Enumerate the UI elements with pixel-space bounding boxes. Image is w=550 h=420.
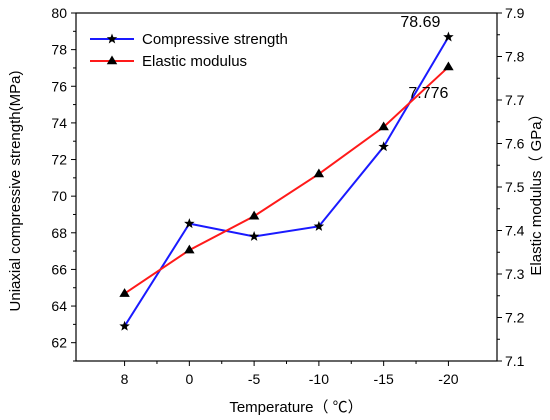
left-tick-label: 74 — [51, 115, 67, 131]
right-tick-label: 7.5 — [505, 179, 525, 195]
left-tick-label: 72 — [51, 152, 67, 168]
y-axis-right-title: Elastic modulus（ GPa） — [528, 106, 545, 275]
left-tick-label: 80 — [51, 5, 67, 21]
compressive-strength-point — [313, 220, 325, 231]
x-tick-label: 0 — [185, 371, 193, 387]
right-tick-label: 7.4 — [505, 223, 525, 239]
elastic-modulus-point — [248, 210, 260, 220]
compressive-strength-end-label: 78.69 — [400, 14, 440, 31]
left-tick-label: 70 — [51, 188, 67, 204]
x-tick-label: 8 — [121, 371, 129, 387]
left-tick-label: 62 — [51, 335, 67, 351]
compressive-strength-point — [378, 141, 389, 152]
compressive-strength-legend-label: Compressive strength — [142, 31, 288, 48]
x-tick-label: -10 — [309, 371, 329, 387]
right-tick-label: 7.1 — [505, 353, 525, 369]
y-axis-left-title: Uniaxial compressive strength(MPa) — [7, 71, 24, 312]
plot-area-frame — [75, 12, 498, 362]
elastic-modulus-end-label: 7.776 — [408, 85, 448, 102]
right-tick-label: 7.2 — [505, 310, 525, 326]
elastic-modulus-line — [124, 66, 450, 295]
left-tick-label: 68 — [51, 225, 67, 241]
left-axis-ticks: 62 64 66 68 70 72 74 76 78 80 — [51, 5, 76, 362]
series-layer — [119, 31, 454, 331]
compressive-strength-point — [248, 230, 260, 241]
x-tick-label: -20 — [438, 371, 458, 387]
data-labels: 78.69 7.776 — [400, 14, 448, 102]
elastic-modulus-point — [119, 288, 130, 297]
left-tick-label: 66 — [51, 261, 67, 277]
legend: Compressive strength Elastic modulus — [90, 31, 288, 70]
x-tick-label: -15 — [374, 371, 394, 387]
plot-border — [75, 12, 498, 362]
compressive-strength-point — [443, 31, 454, 42]
x-axis-title: Temperature（ ℃） — [229, 399, 362, 416]
elastic-modulus-legend-label: Elastic modulus — [142, 53, 247, 70]
right-tick-label: 7.6 — [505, 136, 525, 152]
right-axis-ticks: 7.1 7.2 7.3 7.4 7.5 7.6 7.7 7.8 7.9 — [497, 5, 525, 369]
compressive-strength-line — [123, 36, 450, 327]
right-tick-label: 7.9 — [505, 5, 525, 21]
left-tick-label: 78 — [51, 42, 67, 58]
right-tick-label: 7.3 — [505, 266, 525, 282]
left-tick-label: 76 — [51, 78, 67, 94]
elastic-modulus-point — [313, 168, 325, 178]
elastic-modulus-point — [184, 244, 195, 254]
left-tick-label: 64 — [51, 298, 67, 314]
elastic-modulus-point — [443, 61, 454, 71]
elastic-modulus-point — [378, 121, 389, 131]
compressive-strength-point — [119, 320, 130, 331]
right-tick-label: 7.8 — [505, 49, 525, 65]
elastic-modulus-legend-marker — [106, 55, 118, 65]
x-axis-ticks: 8 0 -5 -10 -15 -20 — [121, 361, 459, 387]
right-tick-label: 7.7 — [505, 92, 525, 108]
compressive-strength-legend-marker — [106, 33, 118, 44]
compressive-strength-point — [184, 218, 195, 229]
x-tick-label: -5 — [248, 371, 261, 387]
